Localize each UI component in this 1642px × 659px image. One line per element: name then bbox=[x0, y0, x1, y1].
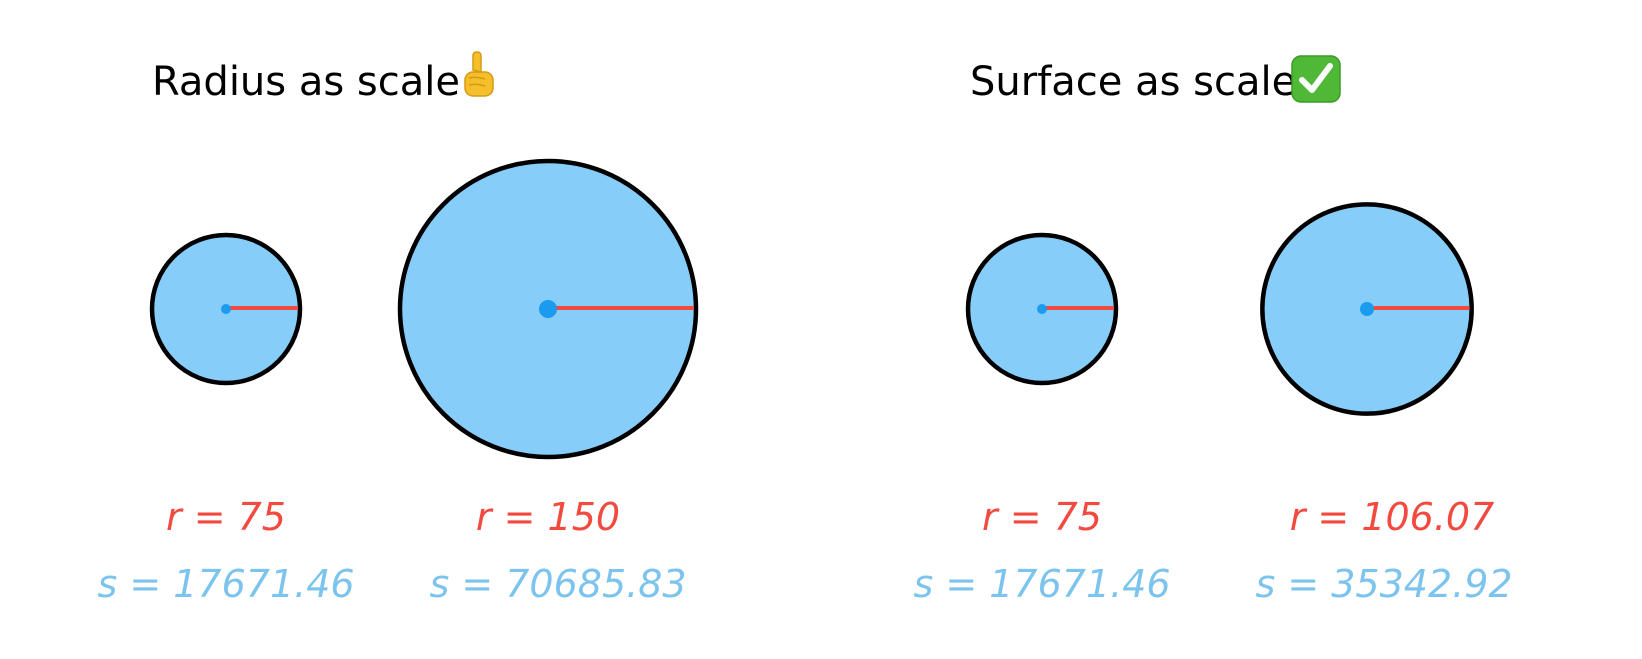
circle-group: r = 75 s = 17671.46 bbox=[97, 232, 355, 606]
radius-label: r = 106.07 bbox=[1290, 495, 1495, 539]
radius-label: r = 150 bbox=[476, 495, 620, 539]
index-pointing-up-icon bbox=[464, 51, 494, 97]
surface-label: s = 17671.46 bbox=[97, 562, 354, 606]
surface-label: s = 35342.92 bbox=[1255, 562, 1512, 606]
radius-label: r = 75 bbox=[166, 495, 286, 539]
surface-label: s = 17671.46 bbox=[913, 562, 1170, 606]
panel-radius-as-scale: Radius as scale r = 75 s = 17671.46 r = … bbox=[97, 51, 699, 606]
radius-label: r = 75 bbox=[982, 495, 1102, 539]
panel-surface-as-scale: Surface as scale r = 75 s = 17671.46 r =… bbox=[913, 55, 1513, 606]
check-mark-button-icon bbox=[1291, 55, 1341, 103]
center-dot bbox=[1360, 302, 1374, 316]
circle-group: r = 150 s = 70685.83 bbox=[397, 158, 699, 606]
surface-label: s = 70685.83 bbox=[429, 562, 686, 606]
center-dot bbox=[221, 304, 231, 314]
panel-title-radius: Radius as scale bbox=[152, 59, 460, 105]
panel-title-surface: Surface as scale bbox=[970, 59, 1296, 105]
center-dot bbox=[1037, 304, 1047, 314]
center-dot bbox=[539, 300, 557, 318]
circle-group: r = 75 s = 17671.46 bbox=[913, 232, 1171, 606]
circle-group: r = 106.07 s = 35342.92 bbox=[1255, 202, 1513, 606]
